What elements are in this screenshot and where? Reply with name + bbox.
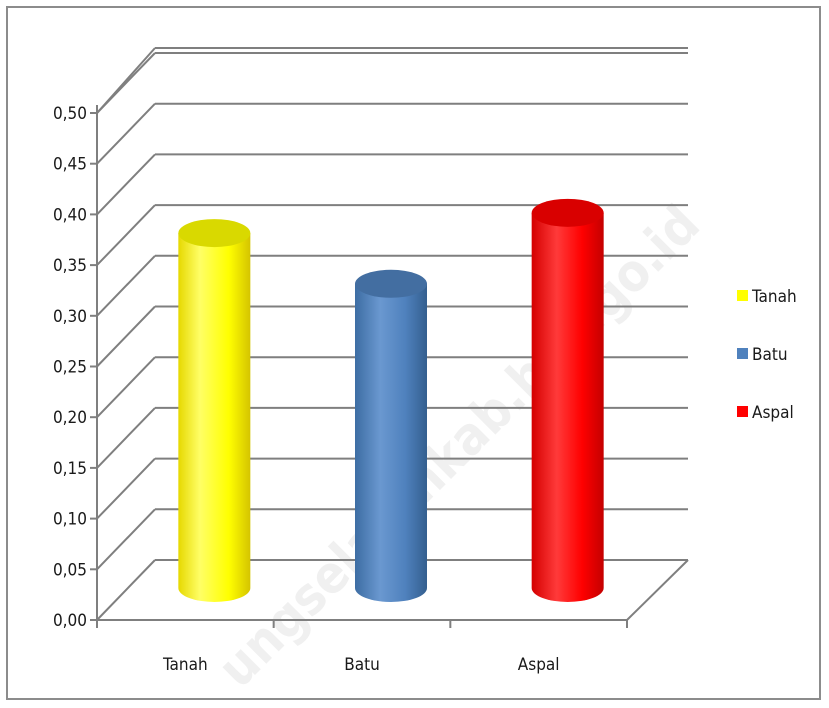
x-category-label: Aspal — [518, 655, 560, 675]
y-tick-label: 0,35 — [53, 256, 87, 276]
x-category-labels: Tanah Batu Aspal — [96, 620, 628, 675]
y-tick-label: 0,45 — [53, 155, 87, 175]
gridline — [96, 204, 688, 266]
legend-swatch — [737, 348, 748, 359]
y-tick-label: 0,05 — [53, 560, 87, 580]
bar-tanah — [178, 219, 251, 602]
legend-label: Tanah — [751, 287, 797, 307]
gridline — [96, 102, 688, 165]
legend-item-batu: Batu — [737, 345, 788, 365]
y-tick-labels: 0,00 0,05 0,10 0,15 0,20 0,25 0,30 0,35 0,40 0,45… — [53, 104, 97, 631]
y-tick-label: 0,50 — [53, 104, 87, 124]
gridline — [96, 153, 688, 216]
watermark-text: ungselatankab.bps.go.id — [207, 194, 712, 699]
legend-swatch — [737, 406, 748, 417]
bars — [178, 198, 604, 602]
bar-aspal — [531, 198, 604, 602]
x-category-label: Batu — [344, 655, 380, 675]
legend-item-aspal: Aspal — [737, 403, 794, 423]
y-tick-label: 0,30 — [53, 307, 87, 327]
bar-batu — [355, 269, 427, 602]
legend-label: Batu — [752, 345, 788, 365]
legend-label: Aspal — [752, 403, 794, 423]
x-category-label: Tanah — [162, 655, 208, 675]
y-tick-label: 0,00 — [53, 611, 87, 631]
y-tick-label: 0,40 — [53, 205, 87, 225]
legend-swatch — [737, 290, 748, 301]
y-tick-label: 0,15 — [53, 459, 87, 479]
legend-item-tanah: Tanah — [737, 287, 797, 307]
y-tick-label: 0,25 — [53, 358, 87, 378]
gridline-top — [96, 47, 688, 114]
y-tick-label: 0,10 — [53, 510, 87, 530]
y-tick-label: 0,20 — [53, 408, 87, 428]
legend: Tanah Batu Aspal — [737, 287, 797, 423]
